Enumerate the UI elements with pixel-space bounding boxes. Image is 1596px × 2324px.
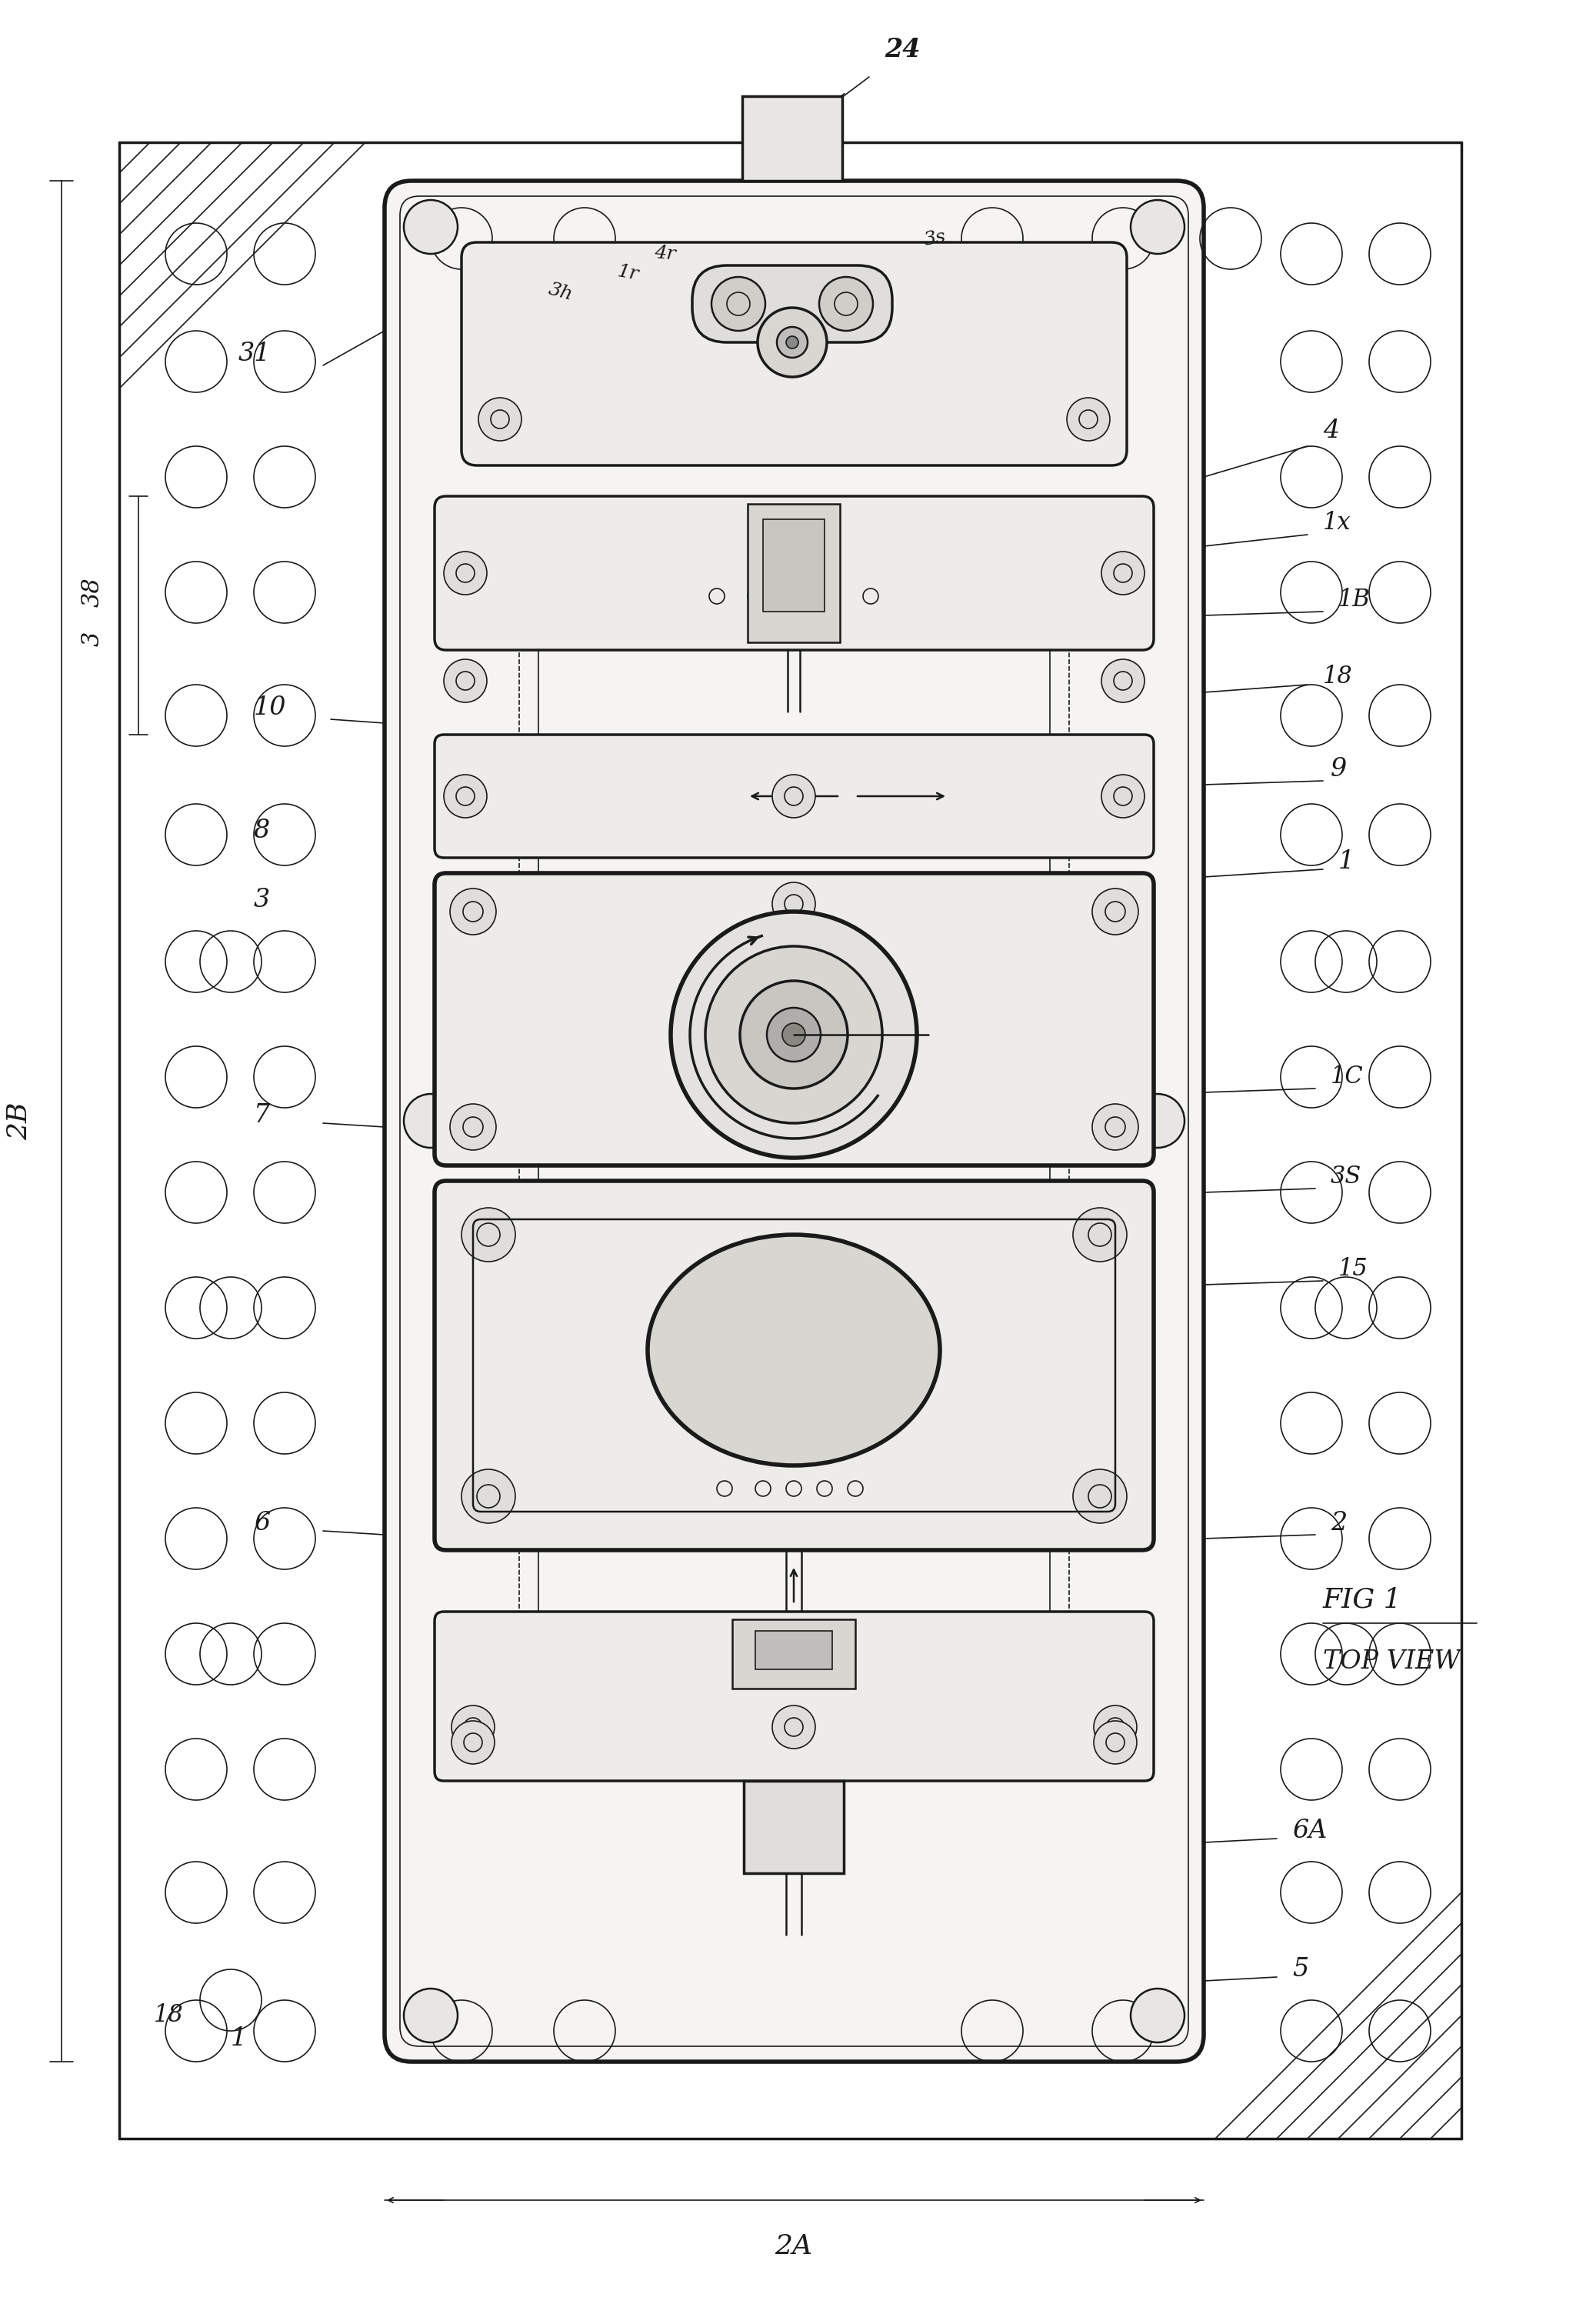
Circle shape	[1101, 774, 1144, 818]
Circle shape	[1093, 1706, 1136, 1748]
Circle shape	[461, 1469, 516, 1522]
Circle shape	[1073, 1469, 1127, 1522]
Circle shape	[1101, 660, 1144, 702]
Text: 2B: 2B	[6, 1102, 32, 1139]
Text: 10: 10	[254, 695, 287, 720]
Text: 4r: 4r	[654, 244, 677, 263]
Text: 1: 1	[1339, 848, 1355, 874]
Text: 3h: 3h	[546, 281, 575, 304]
Text: 15: 15	[1339, 1257, 1368, 1281]
Text: 3: 3	[80, 632, 104, 646]
Text: 24: 24	[884, 37, 921, 63]
Circle shape	[1073, 1208, 1127, 1262]
FancyBboxPatch shape	[693, 265, 892, 342]
Circle shape	[404, 200, 458, 253]
Bar	[733, 1620, 855, 1690]
Text: FIG 1: FIG 1	[1323, 1587, 1401, 1613]
FancyBboxPatch shape	[434, 874, 1154, 1164]
Bar	[744, 1780, 844, 1873]
Circle shape	[1092, 1104, 1138, 1150]
FancyBboxPatch shape	[434, 497, 1154, 651]
Text: 1: 1	[231, 2027, 247, 2050]
Circle shape	[741, 981, 847, 1088]
Text: 3s: 3s	[922, 228, 948, 249]
Circle shape	[444, 774, 487, 818]
FancyBboxPatch shape	[385, 181, 1203, 2061]
Circle shape	[452, 1720, 495, 1764]
Circle shape	[479, 397, 522, 442]
Circle shape	[444, 660, 487, 702]
Circle shape	[772, 883, 816, 925]
Circle shape	[1130, 1095, 1184, 1148]
Circle shape	[670, 911, 916, 1157]
Text: 8: 8	[254, 818, 270, 844]
Text: 38: 38	[80, 576, 104, 607]
Circle shape	[712, 277, 766, 330]
Bar	[747, 504, 839, 641]
Circle shape	[404, 1989, 458, 2043]
Text: 2A: 2A	[776, 2233, 812, 2259]
Circle shape	[1101, 551, 1144, 595]
Circle shape	[766, 1009, 820, 1062]
Bar	[742, 95, 843, 181]
Text: 18: 18	[1323, 665, 1353, 688]
Text: 1x: 1x	[1323, 511, 1352, 535]
FancyBboxPatch shape	[434, 734, 1154, 858]
Circle shape	[777, 328, 808, 358]
Circle shape	[461, 1208, 516, 1262]
Text: 3S: 3S	[1331, 1164, 1361, 1190]
Circle shape	[772, 1706, 816, 1748]
Text: 18: 18	[153, 2003, 184, 2027]
Text: 5: 5	[1293, 1957, 1309, 1982]
FancyBboxPatch shape	[434, 1611, 1154, 1780]
Text: 1C: 1C	[1331, 1064, 1363, 1090]
Circle shape	[1066, 397, 1109, 442]
Circle shape	[705, 946, 883, 1122]
Circle shape	[444, 551, 487, 595]
Circle shape	[1092, 888, 1138, 934]
Circle shape	[450, 1104, 496, 1150]
Ellipse shape	[648, 1234, 940, 1466]
Circle shape	[1130, 200, 1184, 253]
Circle shape	[450, 888, 496, 934]
Text: TOP VIEW: TOP VIEW	[1323, 1650, 1460, 1673]
Circle shape	[1093, 1720, 1136, 1764]
Circle shape	[758, 307, 827, 376]
Text: 6: 6	[254, 1511, 270, 1536]
Text: 1r: 1r	[616, 263, 640, 284]
Text: 4: 4	[1323, 418, 1339, 444]
Circle shape	[1130, 1989, 1184, 2043]
Bar	[763, 518, 825, 611]
Text: 31: 31	[238, 342, 271, 367]
Circle shape	[452, 1706, 495, 1748]
Circle shape	[819, 277, 873, 330]
Bar	[755, 1631, 832, 1669]
Text: 2: 2	[1331, 1511, 1347, 1536]
Text: 7: 7	[254, 1104, 270, 1127]
FancyBboxPatch shape	[434, 1181, 1154, 1550]
Circle shape	[787, 337, 798, 349]
Text: 9: 9	[1331, 758, 1347, 781]
Circle shape	[772, 774, 816, 818]
Circle shape	[404, 1095, 458, 1148]
Circle shape	[782, 1023, 806, 1046]
FancyBboxPatch shape	[461, 242, 1127, 465]
Text: 3: 3	[254, 888, 270, 913]
Text: 1B: 1B	[1339, 588, 1371, 611]
Text: 6A: 6A	[1293, 1820, 1328, 1843]
